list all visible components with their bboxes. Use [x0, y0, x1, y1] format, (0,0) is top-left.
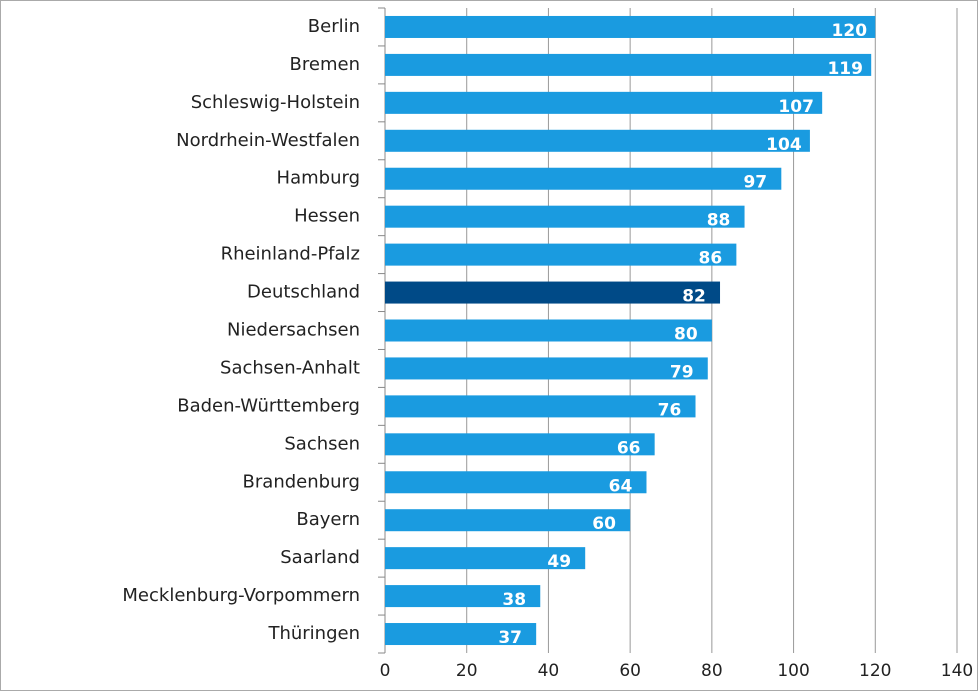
data-label: 80 [674, 325, 698, 345]
data-label: 37 [498, 628, 522, 648]
y-tick-label: Baden-Württemberg [177, 395, 360, 416]
y-tick-label: Berlin [308, 16, 360, 37]
x-tick-label: 100 [777, 661, 809, 681]
y-tick-label: Sachsen-Anhalt [220, 357, 360, 378]
y-tick-label: Schleswig-Holstein [191, 92, 360, 113]
y-tick-label: Brandenburg [243, 471, 360, 492]
y-tick-label: Mecklenburg-Vorpommern [122, 585, 360, 606]
x-tick-label: 120 [859, 661, 891, 681]
y-tick-label: Nordrhein-Westfalen [176, 130, 360, 151]
bar [385, 471, 647, 494]
bar [385, 281, 721, 304]
bar [385, 91, 823, 114]
y-tick-label: Deutschland [247, 282, 360, 303]
y-tick-label: Thüringen [267, 623, 360, 644]
bar [385, 15, 876, 38]
bar [385, 167, 782, 190]
bar [385, 319, 712, 342]
data-label: 97 [743, 173, 767, 193]
data-label: 88 [707, 211, 731, 231]
y-tick-label: Niedersachsen [227, 320, 360, 341]
y-tick-label: Bremen [290, 54, 360, 75]
data-label: 49 [547, 552, 571, 572]
y-tick-label: Hamburg [277, 168, 360, 189]
data-label: 38 [502, 590, 526, 610]
data-label: 64 [609, 476, 633, 496]
bar [385, 357, 708, 380]
x-tick-label: 60 [619, 661, 641, 681]
data-label: 66 [617, 438, 641, 458]
bar [385, 509, 631, 532]
x-tick-label: 80 [701, 661, 723, 681]
data-label: 120 [832, 21, 868, 41]
data-label: 119 [827, 59, 863, 79]
data-label: 104 [766, 135, 802, 155]
y-tick-label: Rheinland-Pfalz [221, 244, 360, 265]
y-tick-label: Bayern [296, 509, 360, 530]
bar [385, 623, 537, 646]
bar [385, 547, 586, 570]
bar [385, 395, 696, 418]
data-label: 76 [658, 400, 682, 420]
y-tick-label: Hessen [294, 206, 360, 227]
x-tick-label: 140 [941, 661, 973, 681]
bar [385, 433, 655, 456]
data-label: 86 [699, 249, 723, 269]
x-tick-label: 0 [380, 661, 391, 681]
bar [385, 205, 745, 228]
bar [385, 53, 872, 76]
x-tick-label: 20 [456, 661, 478, 681]
data-label: 79 [670, 362, 694, 382]
data-label: 82 [682, 287, 706, 307]
y-tick-label: Sachsen [284, 433, 360, 454]
y-tick-label: Saarland [280, 547, 360, 568]
x-tick-label: 40 [538, 661, 560, 681]
data-label: 60 [592, 514, 616, 534]
bar [385, 129, 810, 152]
data-label: 107 [778, 97, 814, 117]
bar [385, 243, 737, 266]
bar [385, 585, 541, 608]
